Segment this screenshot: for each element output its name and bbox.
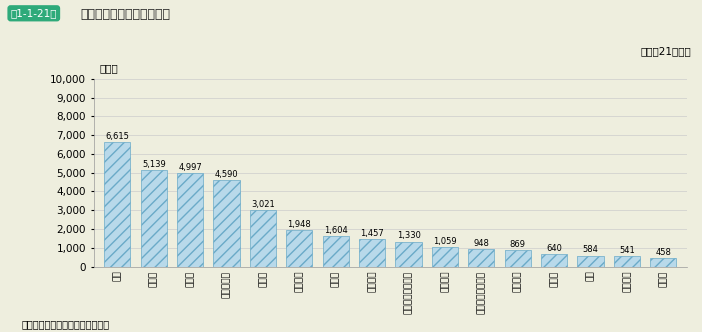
Text: 1,059: 1,059 xyxy=(433,236,457,245)
Bar xyxy=(359,239,385,267)
Bar xyxy=(250,210,276,267)
Text: 3,021: 3,021 xyxy=(251,200,275,209)
Bar xyxy=(432,247,458,267)
Text: 第1-1-21図: 第1-1-21図 xyxy=(11,8,57,18)
Bar xyxy=(578,256,604,267)
Bar xyxy=(213,180,239,267)
Bar xyxy=(177,173,204,267)
Bar xyxy=(140,170,167,267)
Text: 6,615: 6,615 xyxy=(105,132,129,141)
Bar xyxy=(614,256,640,267)
Text: 584: 584 xyxy=(583,245,599,254)
Bar xyxy=(505,250,531,267)
Bar xyxy=(286,230,312,267)
Text: 4,590: 4,590 xyxy=(215,170,239,179)
Text: 640: 640 xyxy=(546,244,562,253)
Text: 4,997: 4,997 xyxy=(178,163,202,172)
Text: （平成21年中）: （平成21年中） xyxy=(641,46,691,56)
Text: 1,457: 1,457 xyxy=(360,229,384,238)
Bar xyxy=(468,249,494,267)
Text: （備考）「火災報告」により作成: （備考）「火災報告」により作成 xyxy=(21,319,110,329)
Text: 主な出火原因別の出火件数: 主な出火原因別の出火件数 xyxy=(81,8,171,21)
Text: 5,139: 5,139 xyxy=(142,160,166,169)
Bar xyxy=(105,142,131,267)
Text: 948: 948 xyxy=(473,239,489,248)
Text: 869: 869 xyxy=(510,240,526,249)
Bar xyxy=(650,258,677,267)
Bar xyxy=(323,236,349,267)
Text: 1,948: 1,948 xyxy=(288,220,311,229)
Text: 1,330: 1,330 xyxy=(397,231,420,240)
Text: 1,604: 1,604 xyxy=(324,226,347,235)
Bar xyxy=(541,255,567,267)
Bar xyxy=(395,242,422,267)
Text: 458: 458 xyxy=(656,248,671,257)
Text: 541: 541 xyxy=(619,246,635,255)
Text: （件）: （件） xyxy=(99,63,118,73)
